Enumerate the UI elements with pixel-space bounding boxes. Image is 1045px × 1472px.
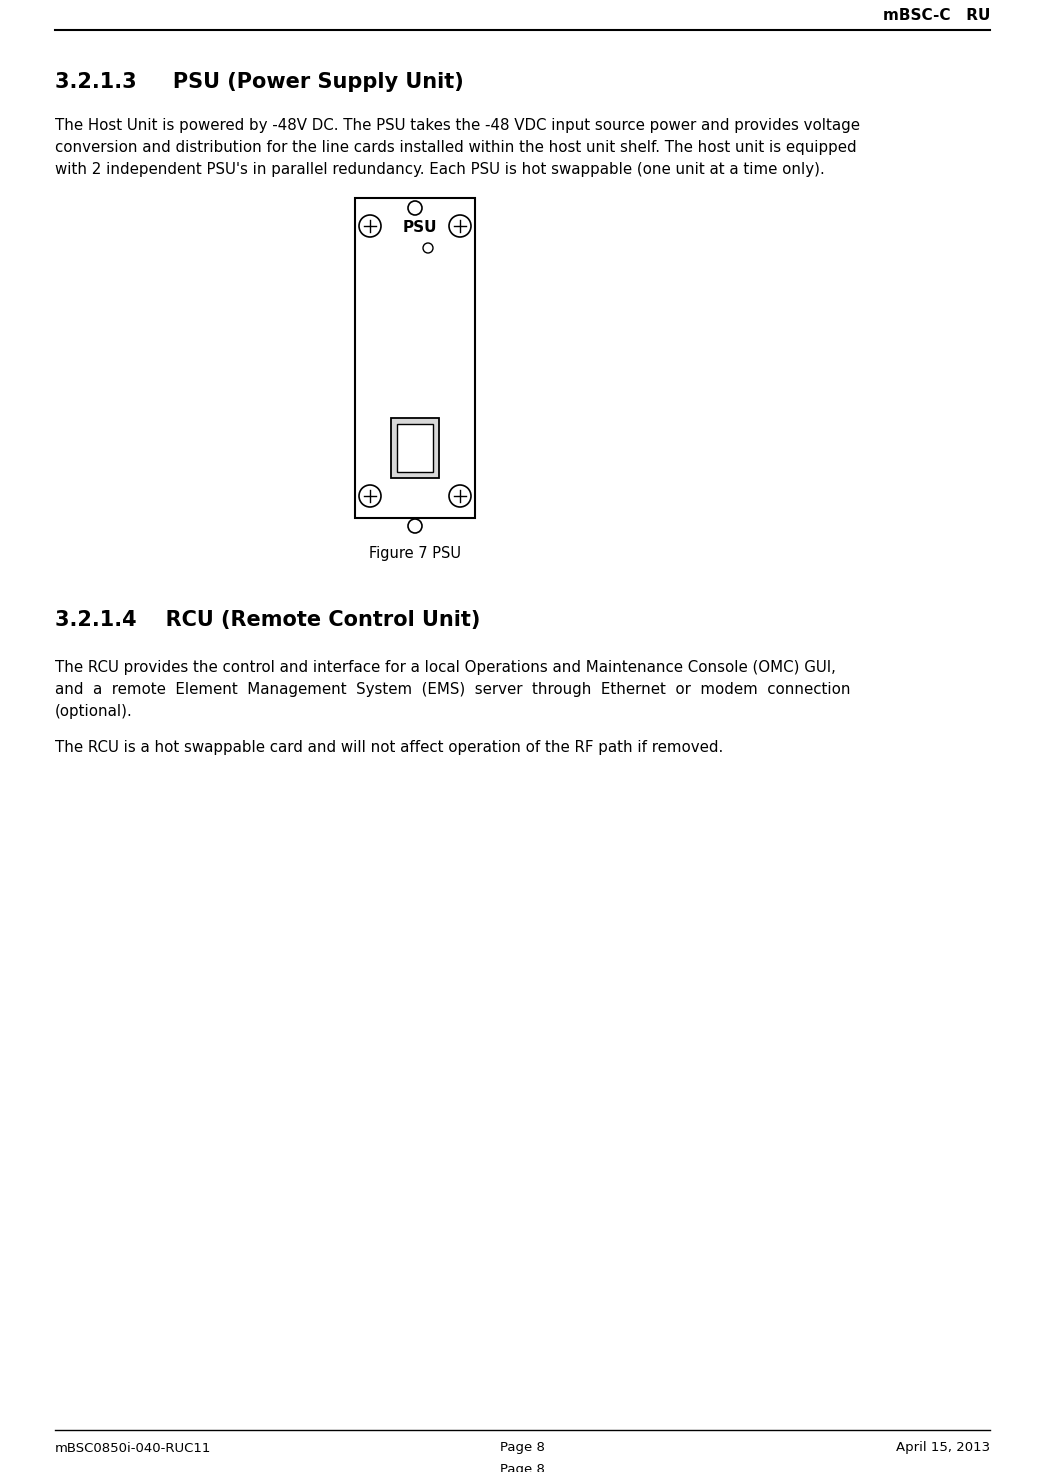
Text: April 15, 2013: April 15, 2013	[896, 1441, 990, 1454]
Text: and  a  remote  Element  Management  System  (EMS)  server  through  Ethernet  o: and a remote Element Management System (…	[55, 682, 851, 698]
Text: Figure 7 PSU: Figure 7 PSU	[369, 546, 461, 561]
Text: 3.2.1.3     PSU (Power Supply Unit): 3.2.1.3 PSU (Power Supply Unit)	[55, 72, 464, 91]
Text: 3.2.1.4    RCU (Remote Control Unit): 3.2.1.4 RCU (Remote Control Unit)	[55, 609, 481, 630]
Text: PSU: PSU	[402, 221, 437, 236]
Bar	[355, 199, 475, 518]
Bar	[397, 424, 433, 473]
Text: Page 8: Page 8	[501, 1463, 544, 1472]
Text: Page 8: Page 8	[501, 1441, 544, 1454]
Text: (optional).: (optional).	[55, 704, 133, 718]
Bar	[391, 418, 439, 478]
Text: mBSC0850i-040-RUC11: mBSC0850i-040-RUC11	[55, 1441, 211, 1454]
Text: conversion and distribution for the line cards installed within the host unit sh: conversion and distribution for the line…	[55, 140, 857, 155]
Text: The RCU is a hot swappable card and will not affect operation of the RF path if : The RCU is a hot swappable card and will…	[55, 740, 723, 755]
Text: The RCU provides the control and interface for a local Operations and Maintenanc: The RCU provides the control and interfa…	[55, 659, 836, 676]
Text: mBSC-C   RU: mBSC-C RU	[883, 9, 990, 24]
Text: with 2 independent PSU's in parallel redundancy. Each PSU is hot swappable (one : with 2 independent PSU's in parallel red…	[55, 162, 825, 177]
Text: The Host Unit is powered by -48V DC. The PSU takes the -48 VDC input source powe: The Host Unit is powered by -48V DC. The…	[55, 118, 860, 132]
